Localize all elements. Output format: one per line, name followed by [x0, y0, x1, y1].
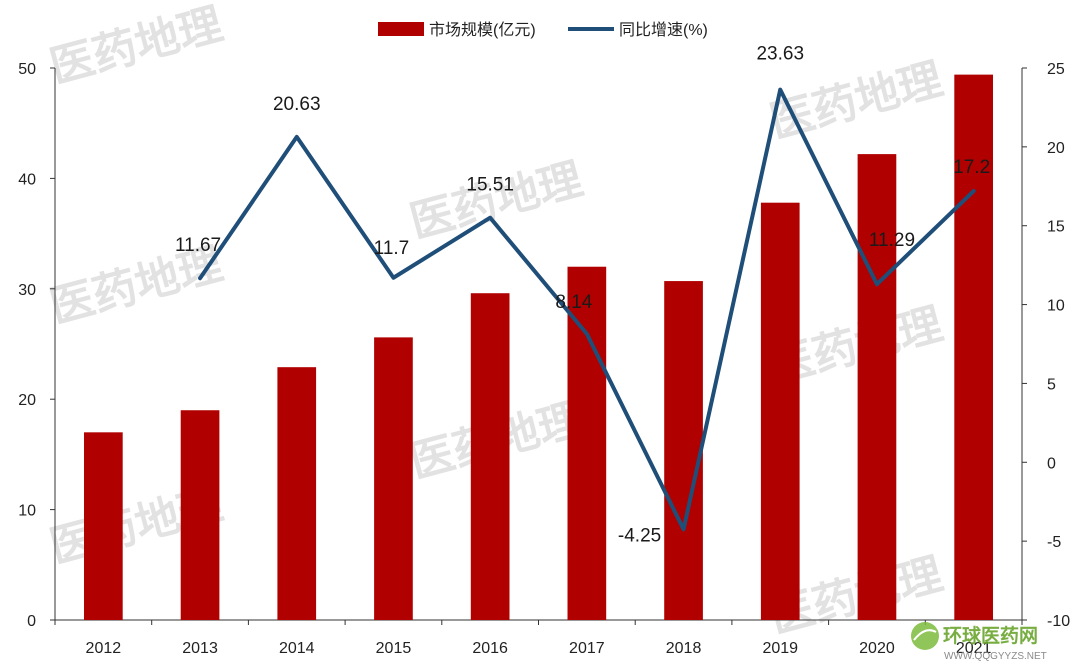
- line-data-label: -4.25: [618, 525, 661, 546]
- leaf-vein: [913, 629, 937, 641]
- line-data-labels: 11.67 20.63 11.7 15.51 8.14 -4.25 23.63 11.29 17…: [175, 44, 990, 547]
- leaf-globe-icon: [911, 622, 939, 650]
- x-tick-label: 2019: [762, 640, 798, 657]
- x-tick-label: 2017: [569, 640, 605, 657]
- watermark-text: 医药地理: [405, 155, 588, 248]
- legend-bar-label: 市场规模(亿元): [429, 21, 536, 39]
- left-tick-label: 20: [18, 392, 36, 409]
- bar: [277, 367, 317, 620]
- line-data-label: 11.29: [869, 230, 915, 251]
- left-tick-label: 50: [18, 61, 36, 78]
- right-tick-label: -5: [1047, 534, 1061, 551]
- bar: [84, 432, 123, 620]
- right-tick-label: 15: [1047, 219, 1065, 236]
- line-data-label: 15.51: [466, 175, 514, 196]
- legend-bar-swatch: [378, 22, 424, 36]
- right-tick-label: 20: [1047, 140, 1065, 157]
- left-tick-label: 0: [27, 613, 36, 630]
- x-tick-label: 2013: [182, 640, 218, 657]
- x-tick-label: 2021: [956, 640, 992, 657]
- line-data-label: 20.63: [273, 94, 321, 115]
- bar: [180, 410, 220, 620]
- x-axis-ticks: 2012 2013 2014 2015 2016 2017 2018 2019 2020 2021: [54, 620, 1023, 657]
- bar-series: [84, 74, 993, 621]
- logo-name: 环球医药网: [943, 624, 1038, 647]
- bar: [470, 293, 510, 620]
- bar: [664, 281, 703, 620]
- bar: [567, 266, 607, 620]
- right-tick-label: -10: [1047, 613, 1070, 630]
- right-axis-ticks: -10 -5 0 5 10 15 20 25: [1022, 61, 1070, 630]
- logo: 环球医药网 WWW.QQGYYZS.NET: [911, 622, 1047, 662]
- line-series: [198, 87, 976, 532]
- right-tick-label: 10: [1047, 298, 1065, 315]
- x-tick-label: 2014: [279, 640, 315, 657]
- line-data-label: 8.14: [555, 292, 592, 313]
- x-tick-label: 2018: [666, 640, 702, 657]
- bar: [760, 202, 800, 621]
- left-tick-label: 10: [18, 503, 36, 520]
- watermark-text: 医药地理: [765, 55, 948, 148]
- legend: 市场规模(亿元) 同比增速(%): [378, 21, 708, 39]
- x-tick-label: 2015: [376, 640, 412, 657]
- x-tick-label: 2016: [472, 640, 508, 657]
- right-tick-label: 5: [1047, 376, 1056, 393]
- x-tick-label: 2020: [859, 640, 895, 657]
- bar: [857, 154, 897, 620]
- right-tick-label: 25: [1047, 61, 1065, 78]
- watermark-text: 医药地理: [45, 0, 228, 92]
- line-data-label: 11.67: [175, 235, 221, 256]
- bar: [954, 74, 993, 620]
- right-tick-label: 0: [1047, 455, 1056, 472]
- left-tick-label: 40: [18, 171, 36, 188]
- legend-line-label: 同比增速(%): [619, 21, 708, 39]
- left-tick-label: 30: [18, 282, 36, 299]
- bar: [374, 337, 413, 620]
- line-data-label: 23.63: [756, 44, 804, 65]
- logo-url: WWW.QQGYYZS.NET: [944, 651, 1047, 662]
- line-data-label: 11.7: [374, 238, 410, 259]
- left-axis-ticks: 0 10 20 30 40 50: [18, 61, 55, 630]
- line-data-label: 17.2: [953, 157, 990, 178]
- x-tick-label: 2012: [86, 640, 122, 657]
